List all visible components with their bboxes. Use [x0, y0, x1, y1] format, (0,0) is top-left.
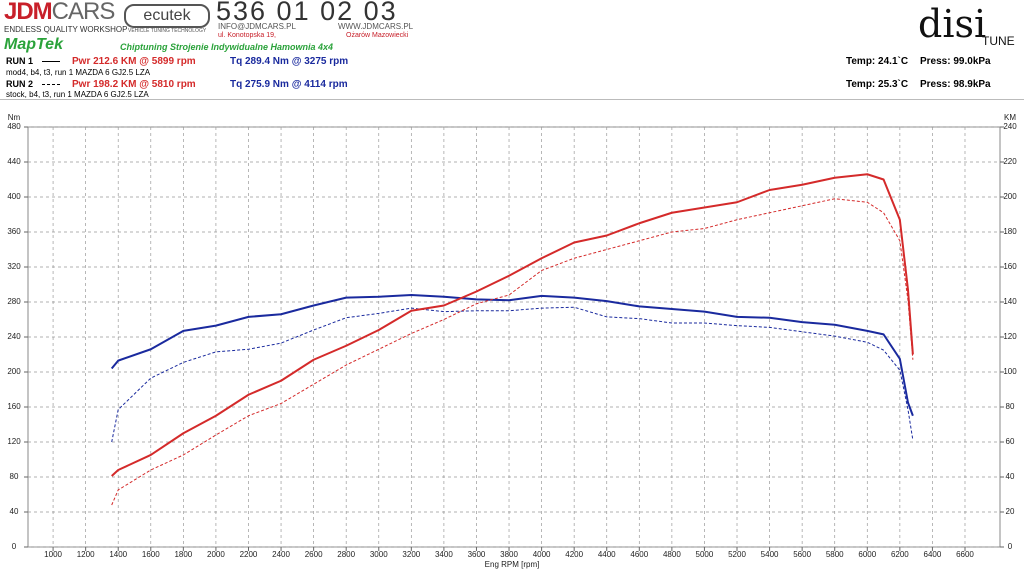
y2-tick-label: 200	[1003, 192, 1017, 201]
x-tick-label: 4000	[533, 550, 551, 559]
run-press: Press: 98.9kPa	[920, 79, 991, 90]
y-tick-label: 200	[7, 367, 21, 376]
x-tick-label: 2600	[305, 550, 323, 559]
x-tick-label: 6600	[956, 550, 974, 559]
y-tick-label: 120	[7, 437, 21, 446]
x-tick-label: 1200	[77, 550, 95, 559]
run-torque: Tq 289.4 Nm @ 3275 rpm	[230, 56, 349, 67]
maptek-sub: Chiptuning Strojenie Indywidualne Hamown…	[120, 42, 334, 52]
run-label: RUN 1	[6, 56, 34, 66]
run-temp: Temp: 24.1`C	[846, 56, 909, 67]
logo: JDMCARS	[4, 0, 116, 26]
city: Ożarów Mazowiecki	[346, 32, 409, 39]
y2-tick-label: 240	[1003, 122, 1017, 131]
y2-tick-label: 220	[1003, 157, 1017, 166]
y-tick-label: 360	[7, 227, 21, 236]
x-tick-label: 4400	[598, 550, 616, 559]
x-tick-label: 3400	[435, 550, 453, 559]
ecutek-sub: VEHICLE TUNING TECHNOLOGY	[128, 28, 207, 34]
x-tick-label: 5400	[761, 550, 779, 559]
y-tick-label: 280	[7, 297, 21, 306]
ecutek-logo: ecutek	[124, 4, 210, 28]
run-desc: stock, b4, t3, run 1 MAZDA 6 GJ2.5 LZA	[6, 90, 149, 99]
x-axis-label: Eng RPM [rpm]	[485, 560, 540, 569]
y2-tick-label: 40	[1006, 472, 1015, 481]
x-tick-label: 2000	[207, 550, 225, 559]
x-tick-label: 5800	[826, 550, 844, 559]
y-tick-label: 440	[7, 157, 21, 166]
y2-tick-label: 60	[1006, 437, 1015, 446]
y-tick-label: 400	[7, 192, 21, 201]
y2-tick-label: 160	[1003, 262, 1017, 271]
x-tick-label: 6400	[924, 550, 942, 559]
x-tick-label: 1000	[44, 550, 62, 559]
y2-tick-label: 0	[1008, 542, 1013, 551]
x-tick-label: 4600	[630, 550, 648, 559]
x-tick-label: 2200	[240, 550, 258, 559]
y2-tick-label: 100	[1003, 367, 1017, 376]
run-torque: Tq 275.9 Nm @ 4114 rpm	[230, 79, 348, 90]
tagline: ENDLESS QUALITY WORKSHOP	[4, 25, 128, 34]
email: INFO@JDMCARS.PL	[218, 22, 296, 31]
x-tick-label: 6000	[858, 550, 876, 559]
address: ul. Konotopska 19,	[218, 32, 276, 39]
series-line	[111, 173, 914, 477]
www: WWW.JDMCARS.PL	[338, 22, 414, 31]
y-tick-label: 480	[7, 122, 21, 131]
y-tick-label: 320	[7, 262, 21, 271]
y-tick-label: 40	[10, 507, 19, 516]
y2-tick-label: 180	[1003, 227, 1017, 236]
run-power: Pwr 212.6 KM @ 5899 rpm	[72, 56, 196, 67]
y-axis-label: Nm	[8, 113, 21, 122]
x-tick-label: 3000	[370, 550, 388, 559]
y2-tick-label: 140	[1003, 297, 1017, 306]
x-tick-label: 5200	[728, 550, 746, 559]
x-tick-label: 3600	[468, 550, 486, 559]
y2-axis-label: KM	[1004, 113, 1016, 122]
run-line-solid	[42, 61, 60, 62]
y-tick-label: 80	[10, 472, 19, 481]
x-tick-label: 1600	[142, 550, 160, 559]
run-line-dashed	[42, 84, 60, 85]
x-tick-label: 3800	[500, 550, 518, 559]
x-tick-label: 4800	[663, 550, 681, 559]
run-power: Pwr 198.2 KM @ 5810 rpm	[72, 79, 196, 90]
y2-tick-label: 80	[1006, 402, 1015, 411]
x-tick-label: 1800	[174, 550, 192, 559]
logo-jdm: JDM	[4, 0, 53, 25]
x-tick-label: 3200	[402, 550, 420, 559]
run-desc: mod4, b4, t3, run 1 MAZDA 6 GJ2.5 LZA	[6, 68, 151, 77]
x-tick-label: 2400	[272, 550, 290, 559]
tune-logo: TUNE	[982, 34, 1015, 48]
series-line	[111, 306, 914, 443]
series-line	[111, 198, 914, 506]
y2-tick-label: 120	[1003, 332, 1017, 341]
phone: 536 01 02 03	[216, 0, 398, 26]
separator	[0, 99, 1024, 100]
x-tick-label: 1400	[109, 550, 127, 559]
x-tick-label: 2800	[337, 550, 355, 559]
x-tick-label: 5600	[793, 550, 811, 559]
run-temp: Temp: 25.3`C	[846, 79, 909, 90]
y-tick-label: 240	[7, 332, 21, 341]
x-tick-label: 5000	[696, 550, 714, 559]
disi-logo: disi	[918, 2, 987, 46]
x-tick-label: 4200	[565, 550, 583, 559]
run-label: RUN 2	[6, 79, 34, 89]
y-tick-label: 0	[12, 542, 17, 551]
run-press: Press: 99.0kPa	[920, 56, 991, 67]
maptek-logo: MapTek	[4, 36, 63, 53]
y2-tick-label: 20	[1006, 507, 1015, 516]
y-tick-label: 160	[7, 402, 21, 411]
series-line	[110, 294, 914, 417]
x-tick-label: 6200	[891, 550, 909, 559]
logo-cars: CARS	[51, 0, 116, 25]
